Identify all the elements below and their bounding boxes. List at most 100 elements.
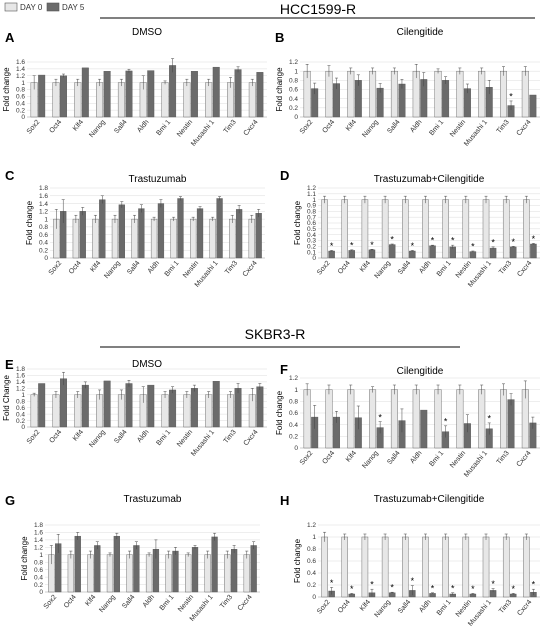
x-tick-label: Aldh [147,260,161,275]
y-tick-label: 0.8 [289,78,298,85]
bar-day0 [523,199,530,259]
y-tick-label: 1.6 [34,530,43,537]
significance-marker: * [411,576,415,586]
bar-day0 [442,199,449,259]
y-tick-label: 1.2 [34,545,43,552]
y-tick-label: 0 [312,255,316,262]
bar-day0 [111,218,119,259]
significance-marker: * [509,91,513,101]
significance-marker: * [390,235,394,245]
bar-day0 [390,70,398,118]
y-tick-label: 1.2 [16,386,25,393]
bar-day5 [255,213,262,259]
x-tick-label: Sox2 [316,260,332,277]
x-tick-label: Tim3 [496,450,511,466]
x-tick-label: Nanog [98,594,117,614]
x-tick-label: Nestin [176,119,194,139]
bar-day5 [510,246,517,259]
bar-day0 [341,536,348,598]
x-tick-label: Sall4 [126,260,141,277]
x-tick-label: Cxcr4 [242,260,259,279]
bar-day5 [125,383,133,428]
panel-title: Cilengitide [397,27,444,38]
x-tick-label: Bmi 1 [159,594,176,612]
bar-day5 [256,72,264,118]
bar-day5 [529,94,537,118]
x-tick-label: Sall4 [397,260,412,277]
section-title-skbr3: SKBR3-R [245,326,306,342]
bar-day0 [205,82,213,118]
y-tick-label: 0.4 [289,96,298,103]
panel-letter: E [5,357,14,372]
y-tick-label: 0 [21,424,25,431]
x-tick-label: Sox2 [26,119,42,136]
significance-marker: * [431,583,435,593]
y-tick-label: 0.1 [307,249,316,256]
panel-title: DMSO [132,359,162,370]
x-tick-label: Tim3 [498,260,513,276]
panel-title: Trastuzumab [124,494,182,505]
y-tick-label: 0.8 [34,559,43,566]
significance-marker: * [350,584,354,594]
y-tick-label: 1.8 [16,366,25,373]
bar-day0 [74,82,82,118]
x-tick-label: Sox2 [43,594,59,611]
panel-letter: H [280,493,289,508]
y-tick-label: 0 [21,114,25,121]
x-tick-label: Bmi 1 [436,260,453,278]
bar-day0 [170,218,177,259]
x-tick-label: Klf4 [345,450,358,464]
panel-title: Trastuzumab [129,174,187,185]
x-tick-label: Oct4 [48,429,63,445]
x-tick-label: Klf4 [359,260,372,274]
bar-day5 [157,203,165,259]
x-tick-label: Oct4 [337,260,352,276]
y-tick-label: 0.5 [307,226,316,233]
y-tick-label: 0.2 [16,107,25,114]
y-tick-label: 0 [294,114,298,121]
y-tick-label: 0.4 [307,232,316,239]
x-tick-label: Sall4 [113,429,128,446]
y-tick-label: 0.4 [289,422,298,429]
x-tick-label: Tim3 [219,594,234,610]
y-tick-label: 0.8 [307,209,316,216]
bar-day0 [183,394,191,428]
bar-day5 [147,384,155,428]
bar-day0 [402,536,409,598]
bar-day0 [361,536,369,598]
x-tick-label: Bmi 1 [164,260,181,278]
x-tick-label: Oct4 [321,119,336,135]
bar-day5 [81,67,89,118]
bar-day0 [462,536,470,598]
y-tick-label: 0.2 [289,105,298,112]
bar-day0 [502,536,510,598]
bar-day5 [74,535,81,593]
bar-day0 [185,554,192,593]
x-tick-label: Cxcr4 [516,450,533,469]
panel-letter: F [280,362,288,377]
bar-day0 [523,536,530,598]
x-tick-label: Nestin [455,599,473,619]
y-axis-label: Fold change [25,200,34,245]
y-tick-label: 1.6 [16,59,25,66]
bar-day0 [87,554,94,593]
legend-swatch-day0 [4,2,18,12]
y-tick-label: 1.6 [16,373,25,380]
panel-b: B Cilengitide Fold change 0 0.2 0.4 0.6 0.8 1 1.2… [275,27,540,148]
y-tick-label: 0.8 [16,87,25,94]
x-tick-label: Nestin [449,450,467,470]
y-axis-label: Fold change [293,200,302,245]
bar-day0 [369,389,377,449]
bar-day5 [60,378,67,428]
y-tick-label: 1.8 [34,522,43,529]
bar-day0 [72,218,80,259]
x-tick-label: Klf4 [345,119,358,133]
x-tick-label: Oct4 [321,450,336,466]
bar-day5 [191,547,199,593]
bar-day0 [321,536,328,598]
bar-day5 [94,545,101,593]
x-tick-label: Sall4 [113,119,128,136]
bar-day0 [209,218,216,259]
legend-swatch-day5 [46,2,60,12]
bar-day0 [74,394,82,428]
